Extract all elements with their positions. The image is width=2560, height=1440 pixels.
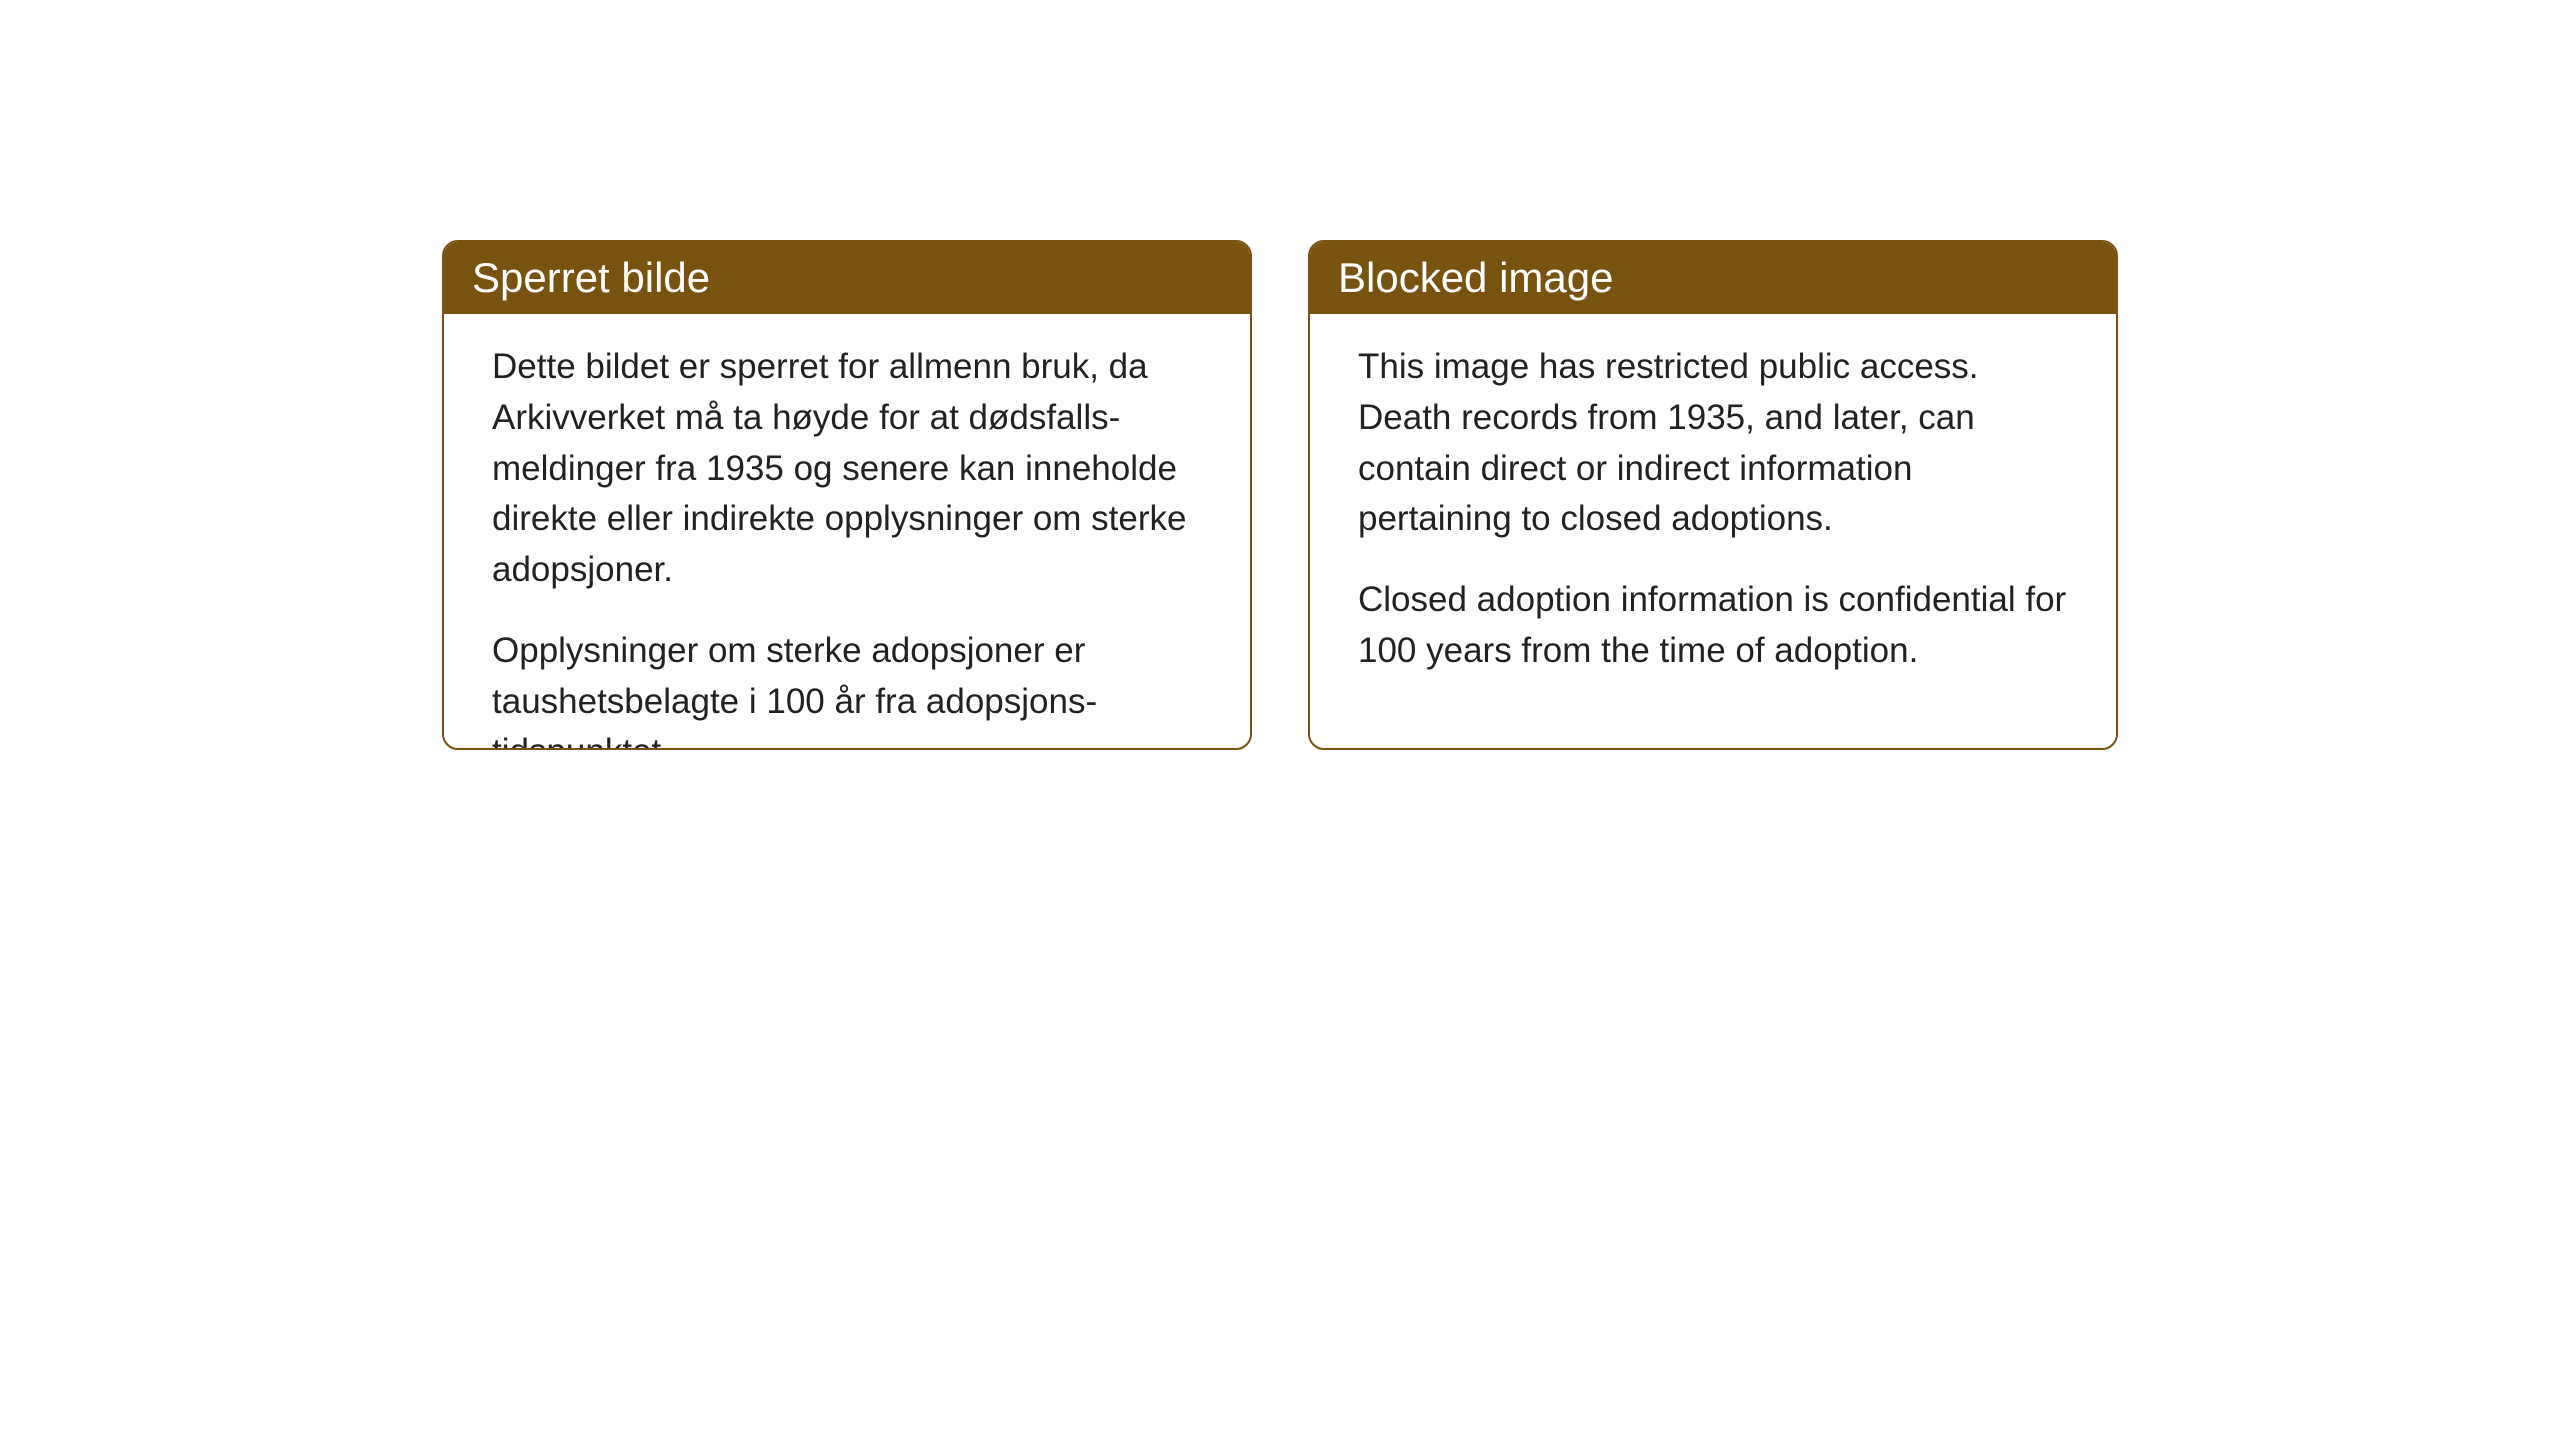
notice-card-english: Blocked image This image has restricted … [1308,240,2118,750]
card-header-norwegian: Sperret bilde [444,242,1250,314]
notice-paragraph: Closed adoption information is confident… [1358,575,2068,677]
notice-card-norwegian: Sperret bilde Dette bildet er sperret fo… [442,240,1252,750]
notice-paragraph: Opplysninger om sterke adopsjoner er tau… [492,626,1202,750]
card-body-english: This image has restricted public access.… [1310,314,2116,713]
notice-container: Sperret bilde Dette bildet er sperret fo… [442,240,2118,750]
notice-paragraph: Dette bildet er sperret for allmenn bruk… [492,342,1202,596]
card-title: Sperret bilde [472,254,710,301]
card-header-english: Blocked image [1310,242,2116,314]
notice-paragraph: This image has restricted public access.… [1358,342,2068,545]
card-title: Blocked image [1338,254,1613,301]
card-body-norwegian: Dette bildet er sperret for allmenn bruk… [444,314,1250,750]
